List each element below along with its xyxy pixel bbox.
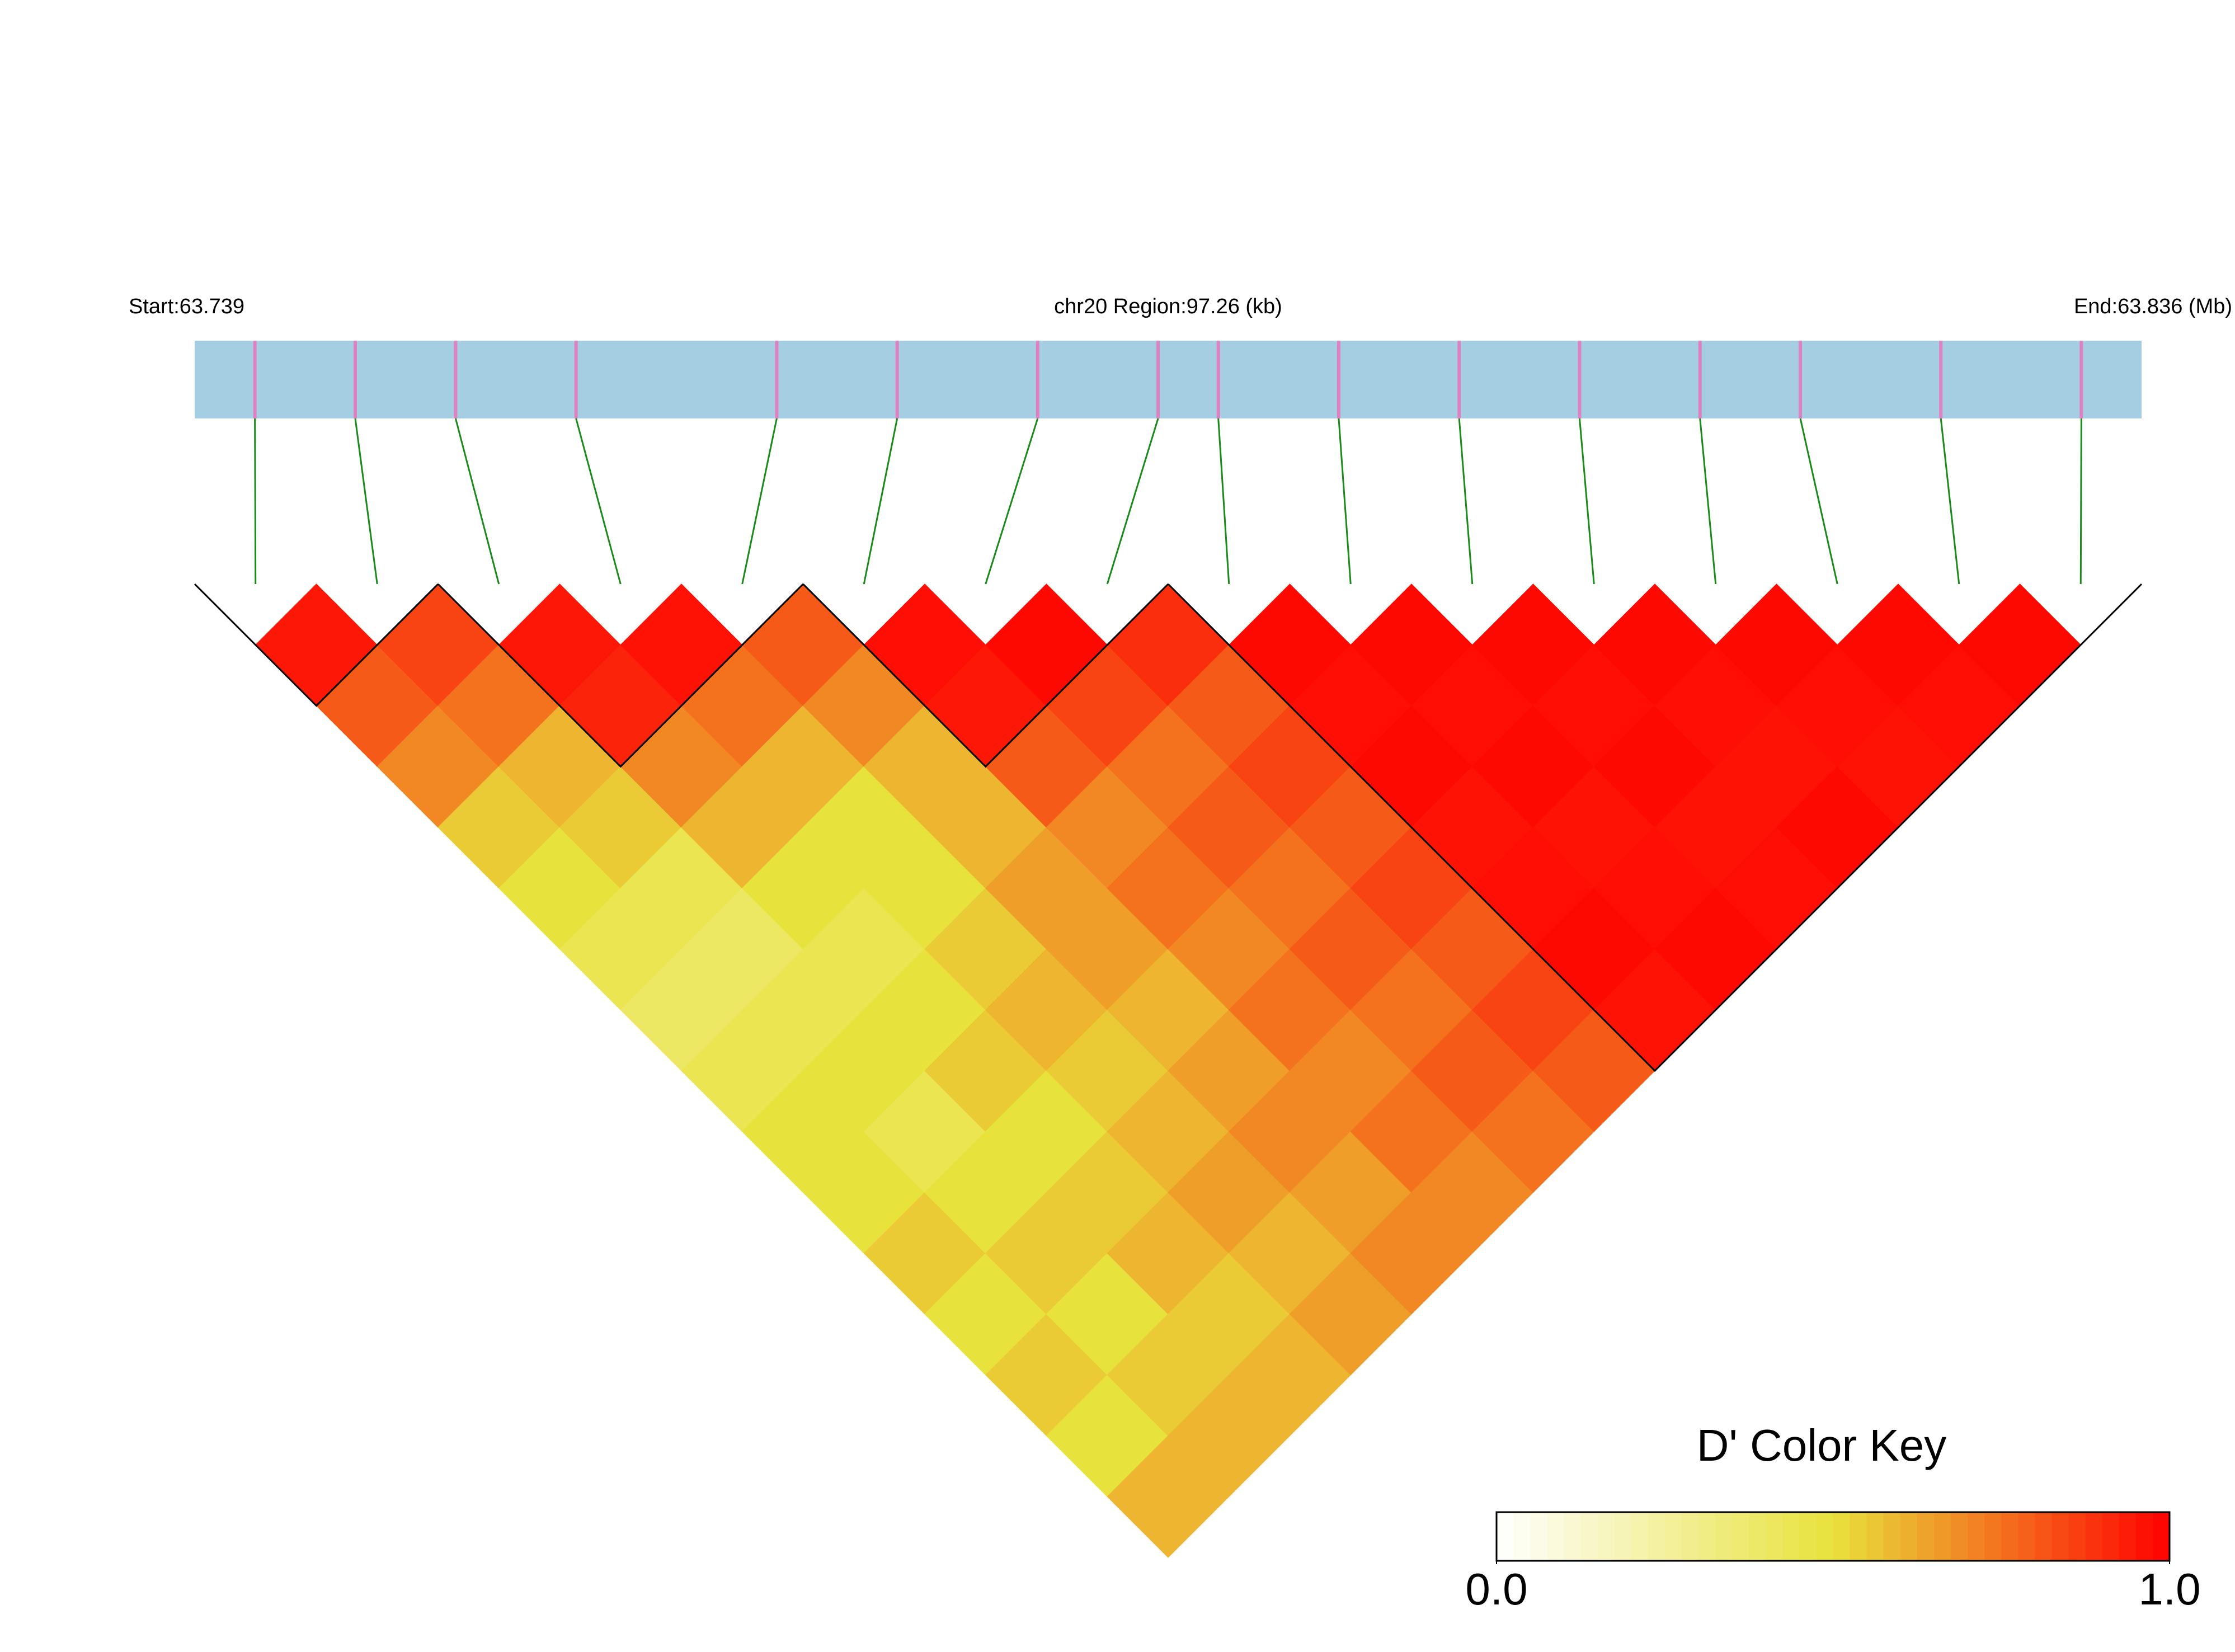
snp-link xyxy=(1940,418,1960,585)
color-key-swatch xyxy=(2102,1512,2120,1561)
color-key-swatch xyxy=(1968,1512,1985,1561)
snp-link xyxy=(1699,418,1717,585)
color-key-swatch xyxy=(1580,1512,1598,1561)
color-key-swatch xyxy=(2001,1512,2019,1561)
color-key-swatch xyxy=(1833,1512,1851,1561)
color-key-swatch xyxy=(1766,1512,1784,1561)
ld-block-outline xyxy=(437,583,804,768)
color-key-swatch xyxy=(1782,1512,1800,1561)
color-key-swatch xyxy=(2085,1512,2103,1561)
region-label: chr20 Region:97.26 (kb) xyxy=(1054,295,1282,318)
start-label: Start:63.739 xyxy=(129,295,244,318)
snp-link xyxy=(254,418,257,585)
ld-block-outline xyxy=(802,583,1169,768)
snp-link xyxy=(985,418,1039,585)
color-key-swatch xyxy=(1698,1512,1716,1561)
color-key-swatch xyxy=(1883,1512,1901,1561)
color-key-swatch xyxy=(1917,1512,1935,1561)
color-key-swatch xyxy=(2068,1512,2086,1561)
color-key-swatch xyxy=(1816,1512,1834,1561)
color-key-swatch xyxy=(1900,1512,1918,1561)
color-key-swatch xyxy=(1497,1512,1514,1561)
color-key-swatch xyxy=(2135,1512,2153,1561)
ld-block-outline xyxy=(194,583,439,707)
color-key-swatch xyxy=(1732,1512,1750,1561)
color-key-swatch xyxy=(2052,1512,2069,1561)
snp-link xyxy=(1106,418,1159,585)
color-key-frame xyxy=(1495,1511,2171,1562)
snp-link xyxy=(454,418,500,585)
snp-link xyxy=(863,418,898,585)
color-key-tick-label: 0.0 xyxy=(1465,1564,1527,1614)
color-key-swatch xyxy=(1749,1512,1767,1561)
color-key-swatch xyxy=(1530,1512,1548,1561)
end-label: End:63.836 (Mb) xyxy=(2074,295,2232,318)
ld-block-outline xyxy=(1167,583,2143,1072)
color-key-swatch xyxy=(1933,1512,1952,1561)
color-key-swatch xyxy=(1664,1512,1682,1561)
color-key-swatch xyxy=(1648,1512,1665,1561)
snp-link xyxy=(741,418,778,585)
snp-link xyxy=(354,418,378,585)
color-key-swatch xyxy=(1951,1512,1969,1561)
color-key-swatch xyxy=(1984,1512,2002,1561)
color-key-swatch xyxy=(1681,1512,1699,1561)
color-key-swatch xyxy=(2018,1512,2036,1561)
color-key-swatch xyxy=(1564,1512,1582,1561)
snp-link xyxy=(575,418,622,585)
snp-link xyxy=(1578,418,1595,585)
color-key-swatch xyxy=(1850,1512,1867,1561)
color-key-swatch xyxy=(1799,1512,1817,1561)
snp-track xyxy=(195,341,2142,418)
color-key-swatch xyxy=(2119,1512,2137,1561)
color-key-swatch xyxy=(1866,1512,1884,1561)
color-key-tick-label: 1.0 xyxy=(2138,1564,2200,1614)
color-key-title: D' Color Key xyxy=(1697,1420,1947,1470)
color-key-swatch xyxy=(2152,1512,2170,1561)
snp-link xyxy=(1458,418,1474,585)
snp-link xyxy=(1217,418,1230,585)
color-key-swatch xyxy=(1614,1512,1632,1561)
color-key-swatch xyxy=(1715,1512,1733,1561)
color-key-swatch xyxy=(2035,1512,2053,1561)
color-key-swatch xyxy=(1513,1512,1531,1561)
snp-link xyxy=(1799,418,1838,585)
color-key-swatch xyxy=(1547,1512,1565,1561)
snp-link xyxy=(1338,418,1352,585)
color-key-swatch xyxy=(1597,1512,1615,1561)
color-key-swatch xyxy=(1631,1512,1649,1561)
